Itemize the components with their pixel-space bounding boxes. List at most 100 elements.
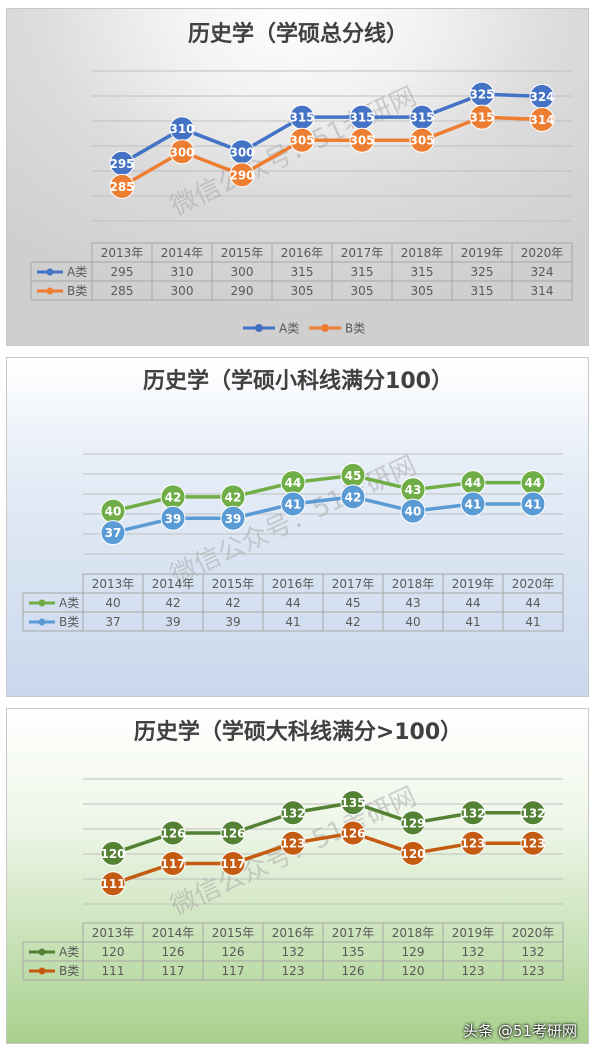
table-cell-value: 324 xyxy=(531,265,554,279)
table-cell-value: 126 xyxy=(222,945,245,959)
table-cell-value: 310 xyxy=(171,265,194,279)
category-label: 2019年 xyxy=(452,577,495,591)
data-label: 324 xyxy=(529,90,554,104)
data-point-b xyxy=(520,830,546,856)
data-label: 305 xyxy=(409,134,434,148)
data-point-b xyxy=(409,127,435,153)
table-cell-value: 44 xyxy=(465,596,480,610)
data-point-b xyxy=(229,162,255,188)
category-label: 2013年 xyxy=(92,577,135,591)
category-label: 2019年 xyxy=(452,926,495,940)
table-cell-value: 123 xyxy=(462,964,485,978)
data-point-b xyxy=(400,840,426,866)
data-point-a xyxy=(160,820,186,846)
category-label: 2015年 xyxy=(221,246,264,260)
data-point-b xyxy=(100,520,126,546)
table-legend-marker xyxy=(38,618,46,626)
data-label: 325 xyxy=(469,88,494,102)
table-legend-marker xyxy=(46,268,54,276)
category-label: 2015年 xyxy=(212,577,255,591)
table-cell-value: 42 xyxy=(225,596,240,610)
data-point-a xyxy=(280,800,306,826)
data-label: 123 xyxy=(520,837,545,851)
data-label: 129 xyxy=(400,816,425,830)
data-label: 126 xyxy=(340,827,365,841)
table-cell-value: 40 xyxy=(405,615,420,629)
data-point-b xyxy=(100,871,126,897)
category-label: 2017年 xyxy=(332,926,375,940)
data-point-b xyxy=(109,173,135,199)
chart-title: 历史学（学硕大科线满分>100） xyxy=(134,719,462,745)
data-label: 310 xyxy=(169,122,194,136)
series-name: B类 xyxy=(67,284,87,298)
data-label: 315 xyxy=(469,111,494,125)
data-label: 39 xyxy=(165,512,182,526)
category-label: 2014年 xyxy=(161,246,204,260)
table-cell-value: 117 xyxy=(162,964,185,978)
legend-marker xyxy=(321,324,329,332)
table-cell-value: 325 xyxy=(471,265,494,279)
series-name: B类 xyxy=(59,615,79,629)
category-label: 2018年 xyxy=(401,246,444,260)
table-cell-value: 37 xyxy=(105,615,120,629)
category-label: 2017年 xyxy=(341,246,384,260)
data-point-b xyxy=(280,830,306,856)
data-label: 135 xyxy=(340,796,365,810)
data-label: 120 xyxy=(100,847,125,861)
table-cell-value: 41 xyxy=(285,615,300,629)
table-cell-value: 285 xyxy=(111,284,134,298)
legend-label: A类 xyxy=(279,322,299,336)
series-name: B类 xyxy=(59,964,79,978)
data-label: 126 xyxy=(160,827,185,841)
data-label: 290 xyxy=(229,168,254,182)
table-cell-value: 315 xyxy=(471,284,494,298)
data-point-b xyxy=(460,830,486,856)
data-point-a xyxy=(400,810,426,836)
total-score-chart: 历史学（学硕总分线） 微信公众号：51考研网 295 310 300 315 315 315 3… xyxy=(30,21,573,336)
data-label: 40 xyxy=(405,505,422,519)
category-label: 2016年 xyxy=(281,246,324,260)
table-cell-value: 132 xyxy=(462,945,485,959)
legend-marker xyxy=(255,324,263,332)
data-label: 132 xyxy=(460,806,485,820)
table-cell-value: 43 xyxy=(405,596,420,610)
data-label: 120 xyxy=(400,847,425,861)
table-cell-value: 111 xyxy=(102,964,125,978)
data-point-b xyxy=(160,850,186,876)
data-label: 305 xyxy=(349,134,374,148)
large-subject-chart: 历史学（学硕大科线满分>100）微信公众号：51考研网1201261261321… xyxy=(22,719,564,981)
table-cell-value: 44 xyxy=(525,596,540,610)
data-label: 285 xyxy=(109,180,134,194)
data-label: 42 xyxy=(345,490,362,504)
data-label: 42 xyxy=(165,490,182,504)
data-label: 117 xyxy=(220,857,245,871)
table-cell-value: 305 xyxy=(411,284,434,298)
table-legend-marker xyxy=(38,599,46,607)
data-point-b xyxy=(400,498,426,524)
data-label: 295 xyxy=(109,157,134,171)
table-cell-value: 42 xyxy=(345,615,360,629)
data-label: 117 xyxy=(160,857,185,871)
category-label: 2014年 xyxy=(152,926,195,940)
data-point-b xyxy=(160,505,186,531)
data-point-b xyxy=(220,505,246,531)
category-label: 2019年 xyxy=(461,246,504,260)
data-label: 44 xyxy=(525,476,542,490)
category-label: 2017年 xyxy=(332,577,375,591)
data-point-b xyxy=(520,491,546,517)
data-point-b xyxy=(340,820,366,846)
data-label: 37 xyxy=(105,526,122,540)
table-cell-value: 39 xyxy=(225,615,240,629)
data-label: 123 xyxy=(280,837,305,851)
series-name: A类 xyxy=(67,265,87,279)
table-cell-value: 41 xyxy=(465,615,480,629)
table-cell-value: 135 xyxy=(342,945,365,959)
table-cell-value: 300 xyxy=(171,284,194,298)
data-label: 126 xyxy=(220,827,245,841)
data-label: 41 xyxy=(465,498,482,512)
footer-credit: 头条 @51考研网 xyxy=(463,1022,577,1040)
chart-panel-small-subject: 历史学（学硕小科线满分100） 微信公众号：51考研网 40 42 42 44 45 43 44… xyxy=(6,357,589,697)
table-cell-value: 45 xyxy=(345,596,360,610)
data-label: 45 xyxy=(345,469,362,483)
